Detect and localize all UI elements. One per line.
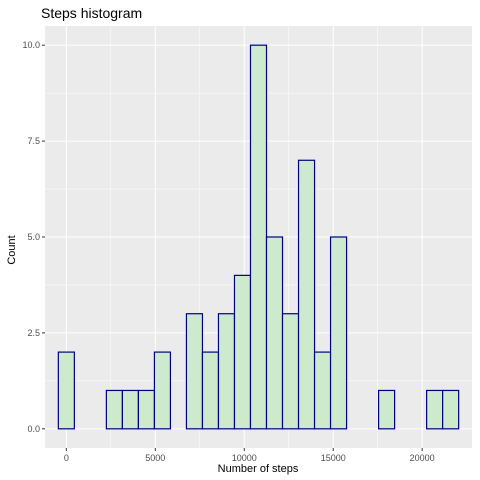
histogram-bar (105, 389, 123, 430)
histogram-bar (137, 389, 156, 430)
histogram-bar (281, 313, 300, 430)
chart-title: Steps histogram (41, 5, 142, 21)
histogram-bars (57, 44, 460, 430)
histogram-bar (201, 351, 220, 430)
y-tick-label: 10.0 (22, 40, 40, 50)
histogram-bar (426, 389, 444, 430)
y-tick-label: 2.5 (27, 328, 40, 338)
x-tick-label: 20000 (410, 453, 435, 463)
histogram-bar (265, 236, 284, 430)
x-axis-ticks: 0 5000 10000 15000 20000 (64, 448, 435, 463)
histogram-bar (442, 389, 460, 430)
histogram-bar (249, 44, 268, 430)
x-axis-label: Number of steps (218, 463, 299, 475)
y-tick-label: 0.0 (27, 424, 40, 434)
histogram-bar (57, 351, 75, 430)
x-tick-label: 0 (64, 453, 69, 463)
y-axis-label: Count (6, 235, 18, 264)
y-tick-label: 7.5 (27, 136, 40, 146)
histogram-bar (313, 351, 332, 430)
histogram-bar (121, 389, 140, 430)
x-tick-label: 15000 (321, 453, 346, 463)
histogram-bar (377, 389, 396, 430)
histogram-bar (297, 159, 316, 430)
histogram-bar (329, 236, 348, 430)
y-tick-label: 5.0 (27, 232, 40, 242)
y-axis-ticks: 0.0 2.5 5.0 7.5 10.0 (22, 40, 45, 434)
x-tick-label: 10000 (232, 453, 257, 463)
histogram-bar (217, 313, 236, 430)
histogram-bar (153, 351, 172, 430)
histogram-bar (185, 313, 204, 430)
x-tick-label: 5000 (145, 453, 165, 463)
histogram-bar (233, 274, 252, 430)
